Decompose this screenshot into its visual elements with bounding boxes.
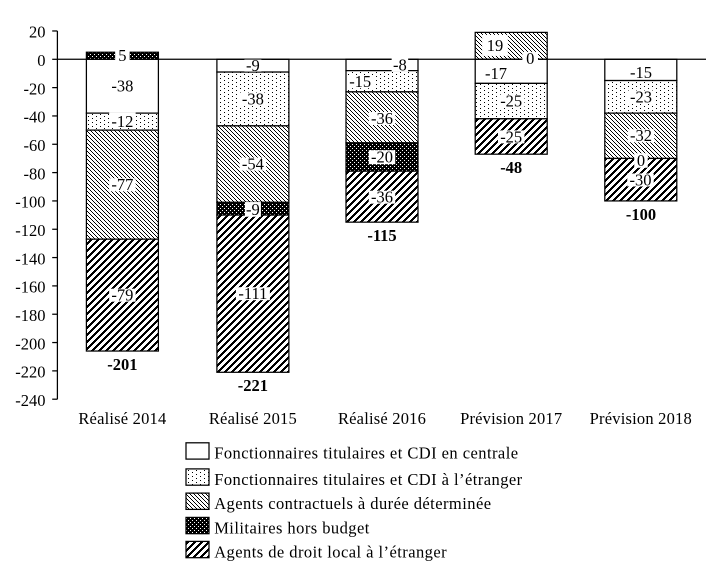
svg-text:Prévision 2017: Prévision 2017 bbox=[460, 409, 562, 428]
svg-text:-25: -25 bbox=[500, 92, 522, 111]
svg-text:-60: -60 bbox=[24, 136, 46, 155]
svg-text:-15: -15 bbox=[349, 72, 371, 91]
svg-text:-100: -100 bbox=[15, 193, 45, 212]
svg-text:Prévision 2018: Prévision 2018 bbox=[590, 409, 692, 428]
svg-text:-80: -80 bbox=[24, 164, 46, 183]
svg-text:-25: -25 bbox=[500, 127, 522, 146]
svg-text:-140: -140 bbox=[15, 249, 45, 268]
svg-text:-12: -12 bbox=[111, 112, 133, 131]
svg-text:19: 19 bbox=[487, 36, 504, 55]
svg-text:Réalisé 2016: Réalisé 2016 bbox=[338, 409, 426, 428]
svg-text:-30: -30 bbox=[630, 170, 652, 189]
svg-text:-120: -120 bbox=[15, 221, 45, 240]
svg-text:-221: -221 bbox=[238, 376, 268, 395]
svg-text:Fonctionnaires titulaires et C: Fonctionnaires titulaires et CDI à l’étr… bbox=[214, 470, 522, 489]
svg-text:-201: -201 bbox=[107, 355, 137, 374]
svg-text:-23: -23 bbox=[630, 87, 652, 106]
svg-text:-9: -9 bbox=[246, 200, 260, 219]
svg-text:-15: -15 bbox=[630, 63, 652, 82]
svg-text:-100: -100 bbox=[626, 205, 656, 224]
svg-text:-38: -38 bbox=[111, 77, 133, 96]
svg-text:Réalisé 2014: Réalisé 2014 bbox=[78, 409, 166, 428]
svg-text:Fonctionnaires titulaires et C: Fonctionnaires titulaires et CDI en cent… bbox=[214, 444, 518, 463]
svg-text:-20: -20 bbox=[24, 79, 46, 98]
svg-text:-111: -111 bbox=[238, 284, 267, 303]
svg-text:-220: -220 bbox=[15, 363, 45, 382]
svg-text:-40: -40 bbox=[24, 108, 46, 127]
svg-text:-8: -8 bbox=[393, 55, 407, 74]
svg-text:-160: -160 bbox=[15, 278, 45, 297]
svg-text:-32: -32 bbox=[630, 126, 652, 145]
svg-text:-36: -36 bbox=[371, 188, 393, 207]
svg-text:-200: -200 bbox=[15, 334, 45, 353]
svg-text:0: 0 bbox=[37, 51, 45, 70]
svg-text:-79: -79 bbox=[111, 286, 133, 305]
svg-text:0: 0 bbox=[526, 49, 534, 68]
svg-text:-54: -54 bbox=[242, 155, 264, 174]
svg-text:20: 20 bbox=[29, 23, 46, 42]
svg-text:Réalisé 2015: Réalisé 2015 bbox=[209, 409, 297, 428]
svg-text:-180: -180 bbox=[15, 306, 45, 325]
svg-text:5: 5 bbox=[118, 46, 126, 65]
svg-text:-9: -9 bbox=[246, 56, 260, 75]
svg-text:-115: -115 bbox=[367, 226, 396, 245]
svg-text:-17: -17 bbox=[485, 64, 507, 83]
svg-text:Agents contractuels à durée dé: Agents contractuels à durée déterminée bbox=[214, 494, 491, 513]
svg-text:-20: -20 bbox=[371, 148, 393, 167]
svg-text:Agents de droit local à l’étra: Agents de droit local à l’étranger bbox=[214, 542, 447, 561]
svg-text:-38: -38 bbox=[242, 89, 264, 108]
svg-text:0: 0 bbox=[637, 151, 645, 170]
svg-text:-36: -36 bbox=[371, 109, 393, 128]
svg-text:-240: -240 bbox=[15, 391, 45, 410]
svg-text:Militaires hors budget: Militaires hors budget bbox=[214, 518, 370, 537]
svg-text:-77: -77 bbox=[111, 175, 133, 194]
svg-text:-48: -48 bbox=[500, 158, 522, 177]
